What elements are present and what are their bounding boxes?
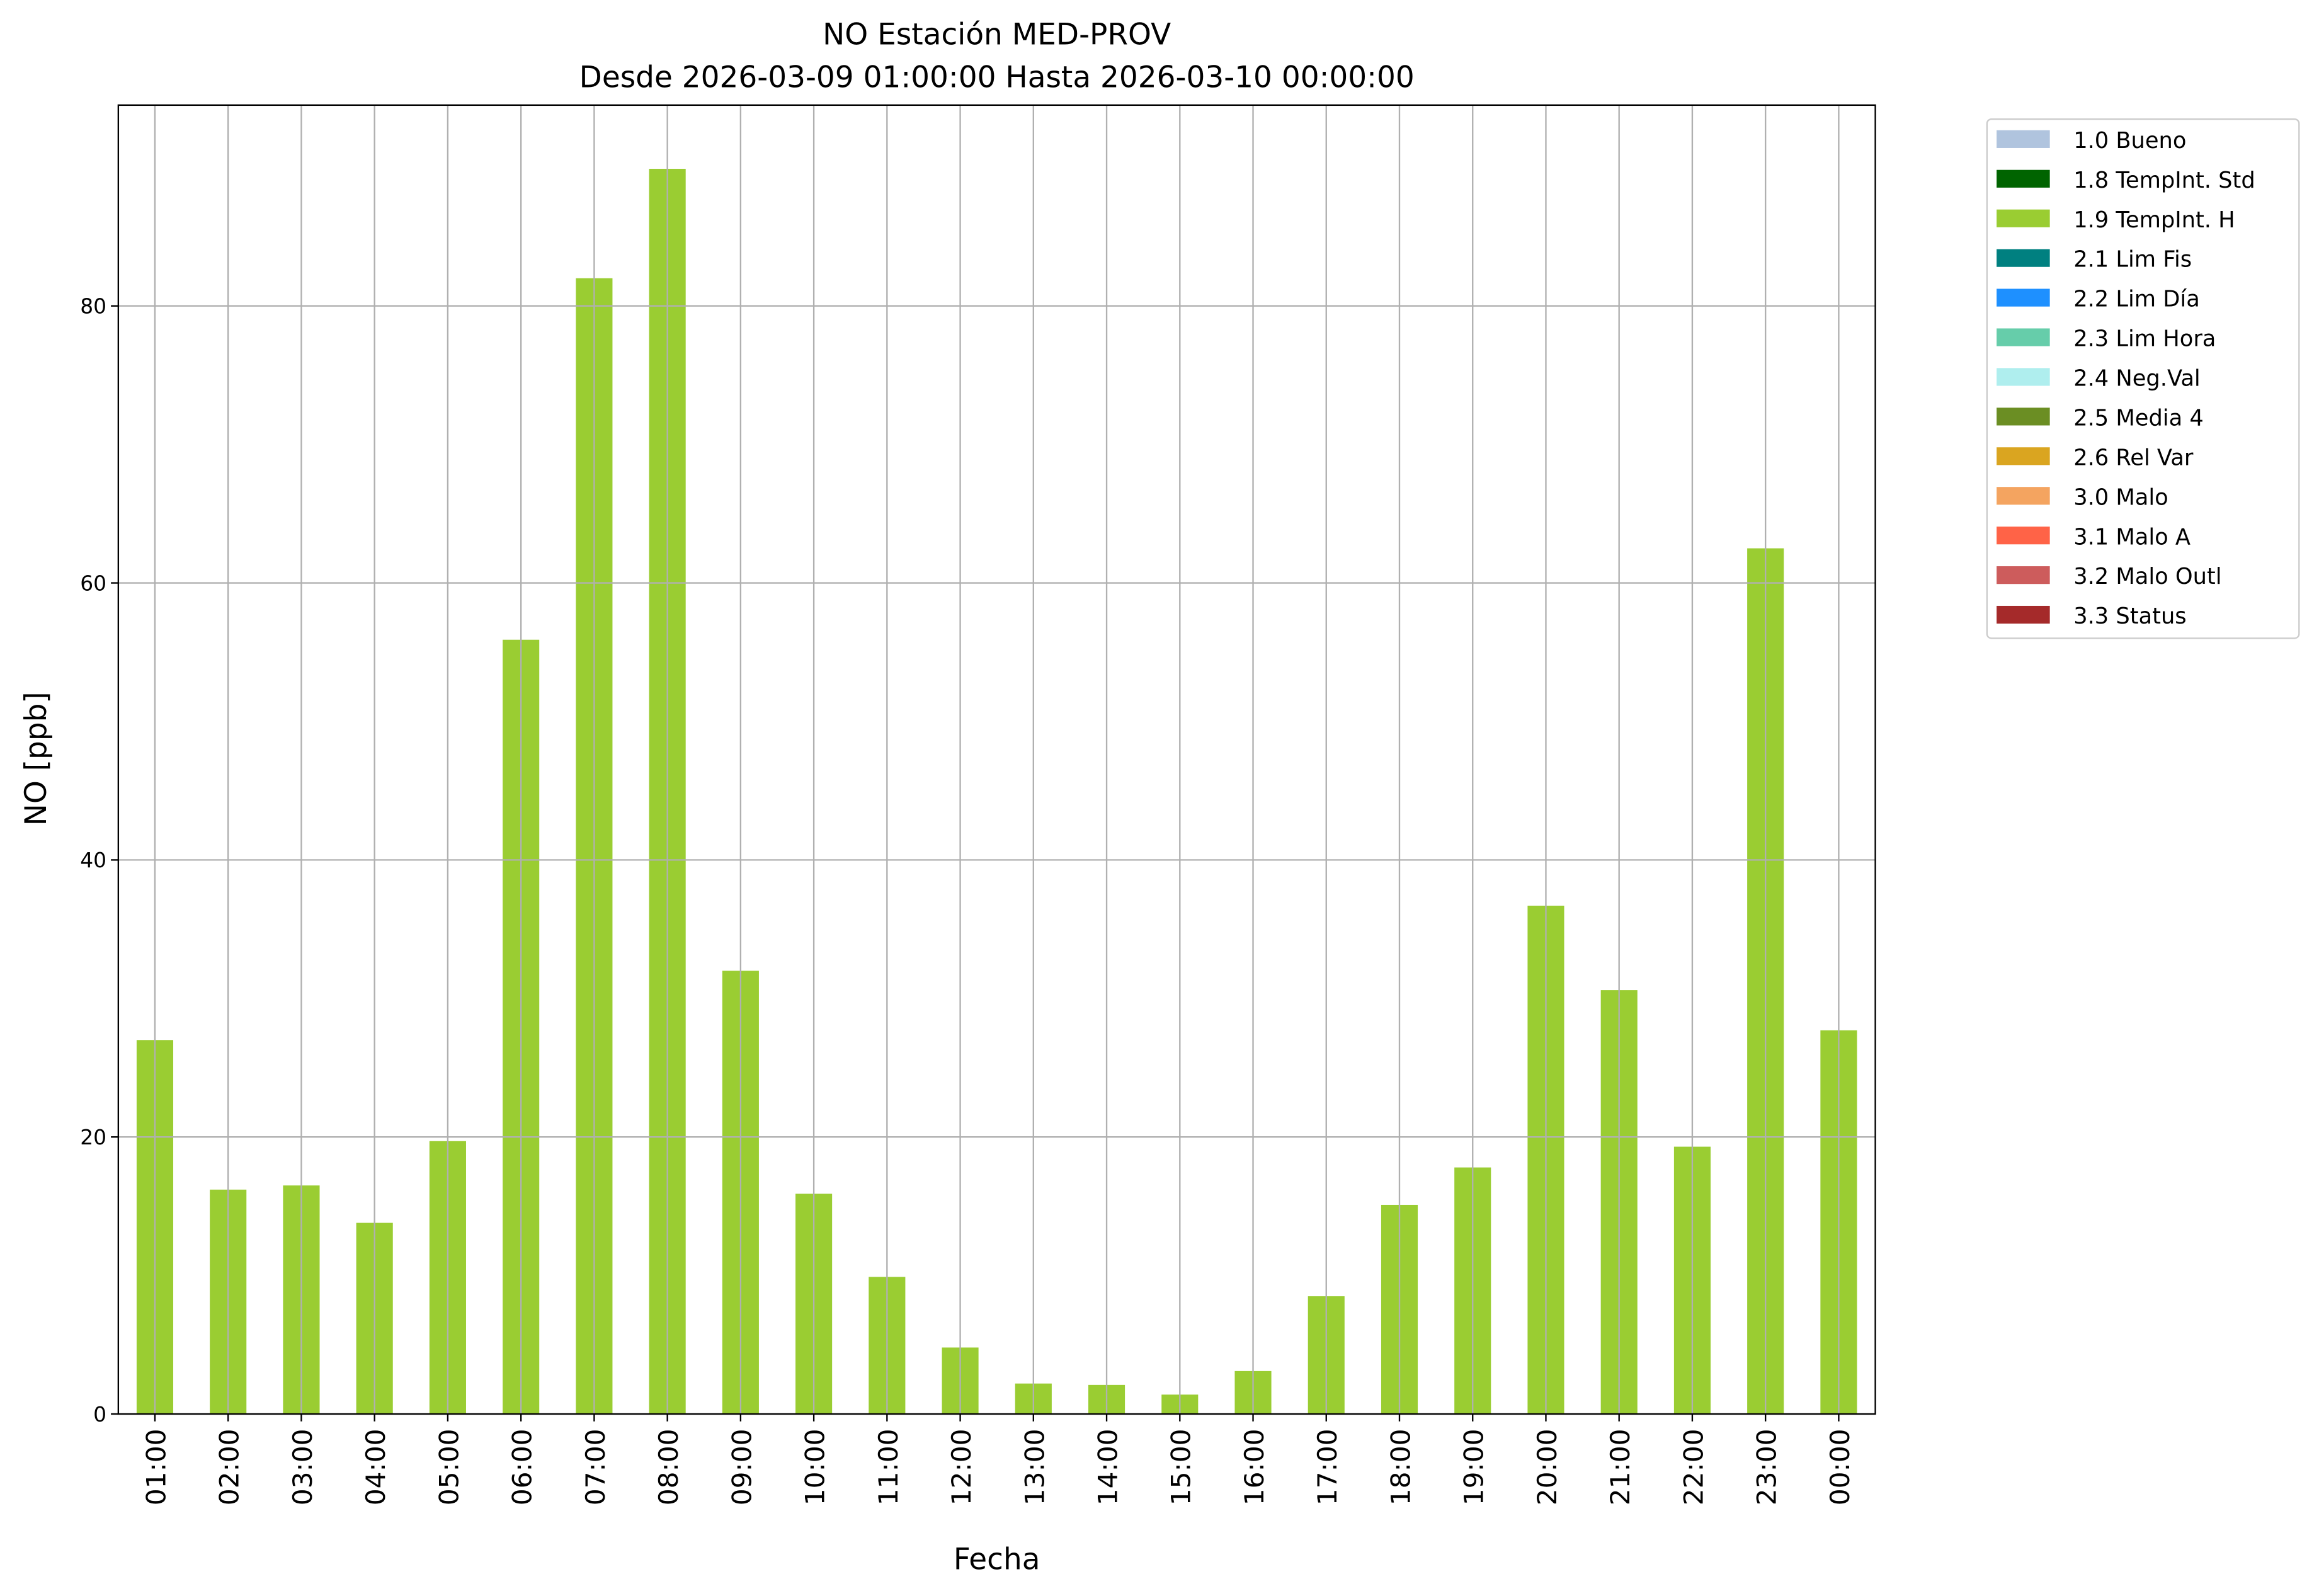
legend-label: 1.9 TempInt. H bbox=[2073, 207, 2235, 233]
legend-swatch bbox=[1997, 328, 2050, 346]
x-tick-label: 03:00 bbox=[287, 1429, 318, 1506]
x-tick-label: 09:00 bbox=[726, 1429, 757, 1506]
x-ticks: 01:00 02:00 03:00 04:00 05:00 06:00 07:00 08:00… bbox=[140, 1414, 1855, 1505]
legend-swatch bbox=[1997, 605, 2050, 624]
y-tick-label: 0 bbox=[93, 1402, 106, 1427]
legend-label: 2.6 Rel Var bbox=[2073, 445, 2194, 470]
legend-label: 2.3 Lim Hora bbox=[2073, 326, 2216, 352]
x-tick-label: 17:00 bbox=[1312, 1429, 1343, 1506]
chart-subtitle: Desde 2026-03-09 01:00:00 Hasta 2026-03-… bbox=[579, 60, 1415, 95]
x-tick-label: 10:00 bbox=[800, 1429, 831, 1506]
legend-swatch bbox=[1997, 169, 2050, 188]
legend-swatch bbox=[1997, 288, 2050, 307]
y-tick-label: 40 bbox=[80, 848, 106, 872]
y-tick-label: 20 bbox=[80, 1125, 106, 1149]
legend-swatch bbox=[1997, 566, 2050, 584]
legend-swatch bbox=[1997, 408, 2050, 426]
x-tick-label: 22:00 bbox=[1678, 1429, 1709, 1506]
legend-label: 2.1 Lim Fis bbox=[2073, 247, 2192, 273]
x-tick-label: 18:00 bbox=[1385, 1429, 1416, 1506]
x-tick-label: 16:00 bbox=[1239, 1429, 1270, 1506]
x-tick-label: 15:00 bbox=[1166, 1429, 1197, 1506]
x-tick-label: 00:00 bbox=[1825, 1429, 1855, 1506]
legend-label: 1.8 TempInt. Std bbox=[2073, 168, 2255, 193]
x-tick-label: 14:00 bbox=[1092, 1429, 1123, 1506]
bars bbox=[136, 169, 1857, 1415]
plot-frame bbox=[117, 104, 1876, 1415]
legend-label: 3.2 Malo Outl bbox=[2073, 564, 2221, 590]
legend-label: 3.0 Malo bbox=[2073, 484, 2168, 510]
legend-swatch bbox=[1997, 130, 2050, 148]
legend-swatch bbox=[1997, 487, 2050, 505]
legend-swatch bbox=[1997, 209, 2050, 227]
x-tick-label: 01:00 bbox=[140, 1429, 171, 1506]
legend-label: 3.1 Malo A bbox=[2073, 524, 2191, 550]
legend-label: 2.4 Neg.Val bbox=[2073, 366, 2201, 392]
chart-title: NO Estación MED-PROV bbox=[823, 18, 1171, 52]
x-tick-label: 19:00 bbox=[1459, 1429, 1490, 1506]
y-tick-label: 80 bbox=[80, 294, 106, 318]
x-tick-label: 04:00 bbox=[360, 1429, 391, 1506]
x-tick-label: 20:00 bbox=[1532, 1429, 1563, 1506]
x-tick-label: 07:00 bbox=[580, 1429, 611, 1506]
legend-label: 1.0 Bueno bbox=[2073, 128, 2186, 154]
x-tick-label: 11:00 bbox=[873, 1429, 904, 1506]
legend-label: 2.5 Media 4 bbox=[2073, 405, 2204, 431]
y-axis-label: NO [ppb] bbox=[19, 692, 54, 826]
legend-swatch bbox=[1997, 527, 2050, 545]
x-tick-label: 13:00 bbox=[1019, 1429, 1050, 1506]
x-tick-label: 08:00 bbox=[653, 1429, 684, 1506]
legend-label: 2.2 Lim Día bbox=[2073, 287, 2200, 312]
legend-swatch bbox=[1997, 368, 2050, 386]
x-tick-label: 23:00 bbox=[1752, 1429, 1782, 1506]
x-tick-label: 06:00 bbox=[507, 1429, 538, 1506]
y-ticks: 0 20 40 60 80 bbox=[80, 294, 118, 1427]
legend-frame bbox=[1986, 118, 2300, 639]
legend-swatch bbox=[1997, 447, 2050, 465]
x-axis-label: Fecha bbox=[954, 1542, 1040, 1577]
y-tick-label: 60 bbox=[80, 571, 106, 595]
legend: 1.0 Bueno 1.8 TempInt. Std 1.9 TempInt. H 2… bbox=[1986, 118, 2300, 639]
legend-swatch bbox=[1997, 249, 2050, 267]
legend-label: 3.3 Status bbox=[2073, 603, 2186, 629]
x-tick-label: 05:00 bbox=[433, 1429, 464, 1506]
x-tick-label: 21:00 bbox=[1605, 1429, 1636, 1506]
x-tick-label: 12:00 bbox=[946, 1429, 977, 1506]
x-tick-label: 02:00 bbox=[214, 1429, 245, 1506]
